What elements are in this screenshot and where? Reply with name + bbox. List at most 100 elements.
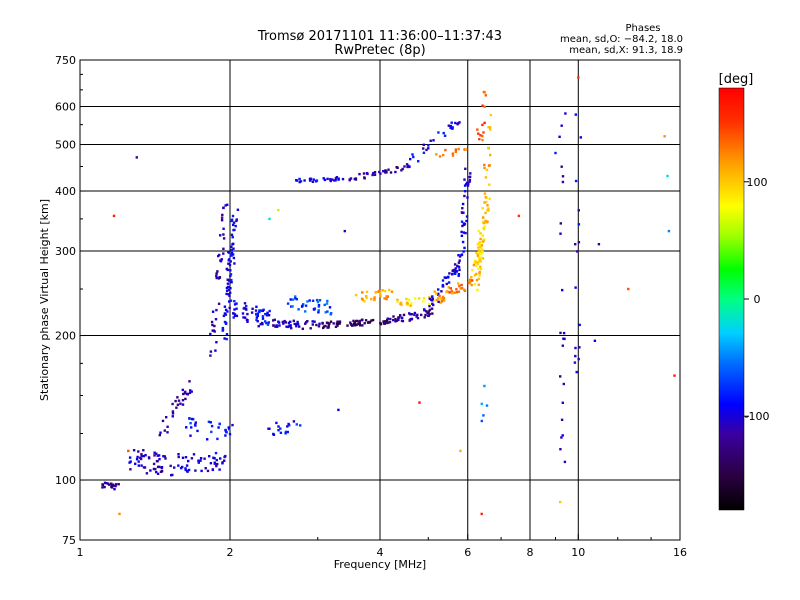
data-point <box>101 483 105 487</box>
data-point <box>232 223 235 227</box>
data-point <box>127 449 130 453</box>
data-point <box>194 469 197 472</box>
data-point <box>328 322 331 325</box>
data-point <box>256 314 259 317</box>
data-point <box>564 112 567 115</box>
data-point <box>221 328 225 332</box>
data-point <box>225 292 228 296</box>
data-point <box>437 300 440 303</box>
data-point <box>558 135 561 138</box>
data-point <box>457 273 461 276</box>
data-point <box>484 211 487 215</box>
data-point <box>395 319 399 322</box>
data-point <box>282 322 285 325</box>
data-point <box>379 321 382 325</box>
data-point <box>576 250 579 253</box>
data-point <box>476 254 480 258</box>
data-point <box>315 179 319 182</box>
data-point <box>442 297 446 300</box>
data-point <box>405 297 408 301</box>
data-point <box>488 164 491 167</box>
data-point <box>103 481 107 484</box>
data-point <box>461 207 464 210</box>
data-point <box>462 222 466 225</box>
data-point <box>291 305 294 308</box>
data-point <box>341 177 345 181</box>
data-point <box>112 214 116 218</box>
data-point <box>243 306 246 310</box>
data-point <box>234 224 237 228</box>
data-point <box>559 500 562 504</box>
data-point <box>315 323 318 327</box>
data-point <box>429 139 432 142</box>
data-point <box>381 289 384 292</box>
data-point <box>192 453 196 456</box>
data-point <box>450 289 454 293</box>
data-point <box>663 135 666 138</box>
colorbar-tick-label: 0 <box>754 293 761 306</box>
data-point <box>463 246 466 250</box>
colorbar <box>718 87 745 511</box>
data-point <box>329 178 332 181</box>
data-point <box>378 170 381 174</box>
data-point <box>422 151 426 154</box>
data-point <box>400 319 404 322</box>
data-point <box>295 325 298 328</box>
data-point <box>386 317 389 320</box>
data-point <box>428 296 431 299</box>
data-point <box>473 261 476 264</box>
data-point <box>215 308 218 312</box>
data-point <box>255 316 259 319</box>
data-point <box>457 274 460 277</box>
data-point <box>229 287 232 290</box>
data-point <box>426 314 430 317</box>
data-point <box>574 286 577 289</box>
data-point <box>160 470 164 473</box>
data-point <box>229 273 233 276</box>
data-point <box>232 256 236 260</box>
data-point <box>216 462 219 466</box>
data-point <box>258 309 261 312</box>
data-point <box>241 312 245 315</box>
data-point <box>442 299 446 302</box>
data-point <box>279 427 282 430</box>
data-point <box>203 457 206 460</box>
data-point <box>187 468 191 472</box>
data-point <box>155 470 158 474</box>
data-point <box>554 151 557 155</box>
data-point <box>161 419 165 423</box>
x-tick-label: 2 <box>227 546 234 559</box>
data-point <box>227 288 231 291</box>
data-point <box>304 310 307 313</box>
data-point <box>215 272 218 275</box>
data-point <box>246 312 249 316</box>
data-point <box>475 272 478 276</box>
data-point <box>458 268 461 272</box>
data-point <box>442 131 445 135</box>
x-tick-label: 16 <box>673 546 687 559</box>
data-point <box>561 401 564 404</box>
data-point <box>437 288 440 291</box>
data-point <box>454 148 458 151</box>
data-point <box>424 313 427 317</box>
data-point <box>373 298 376 302</box>
data-point <box>460 220 464 223</box>
data-point <box>453 268 457 272</box>
data-point <box>294 323 298 326</box>
data-point <box>517 214 521 218</box>
data-point <box>227 426 230 429</box>
data-point <box>224 204 227 207</box>
data-point <box>597 243 601 246</box>
data-point <box>354 293 358 297</box>
data-point <box>299 424 302 427</box>
data-point <box>561 180 565 184</box>
data-point <box>463 194 466 198</box>
data-point <box>454 267 457 270</box>
data-point <box>560 124 563 127</box>
data-point <box>227 293 230 296</box>
data-point <box>330 312 333 315</box>
data-point <box>446 276 450 279</box>
data-point <box>188 391 192 395</box>
data-point <box>218 276 222 279</box>
data-point <box>396 300 399 303</box>
